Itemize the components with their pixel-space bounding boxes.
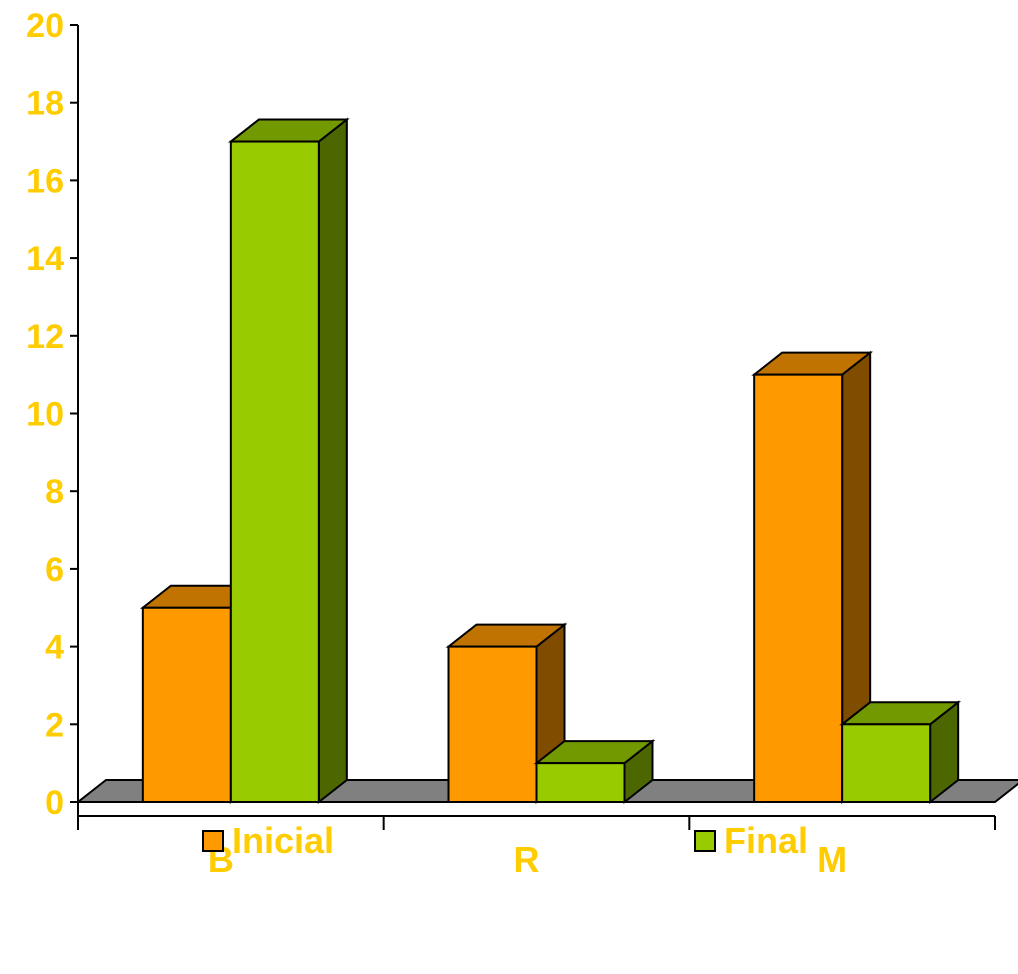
y-tick-label: 10: [26, 396, 64, 434]
y-tick-label: 8: [45, 473, 64, 511]
y-tick-label: 2: [45, 706, 64, 744]
bar-side: [317, 117, 348, 805]
bar: [447, 645, 538, 803]
legend-label-inicial: Inicial: [232, 820, 335, 861]
bar: [141, 606, 232, 803]
y-tick-label: 0: [45, 784, 64, 822]
y-tick-label: 14: [26, 240, 64, 278]
legend-item-final: Final: [694, 820, 808, 862]
y-tick-label: 16: [26, 162, 64, 200]
bar: [753, 373, 844, 803]
legend-swatch-final: [694, 830, 716, 852]
bar: [841, 723, 932, 803]
bar: [535, 762, 626, 804]
y-tick-label: 18: [26, 85, 64, 123]
legend-swatch-inicial: [202, 830, 224, 852]
bar: [229, 140, 320, 804]
y-tick-label: 6: [45, 551, 64, 589]
y-tick-label: 20: [26, 7, 64, 45]
legend-label-final: Final: [724, 820, 809, 861]
y-tick-label: 12: [26, 318, 64, 356]
x-category-label: M: [817, 839, 847, 880]
y-tick-label: 4: [45, 629, 64, 667]
legend-item-inicial: Inicial: [202, 820, 334, 862]
x-category-label: R: [514, 839, 540, 880]
